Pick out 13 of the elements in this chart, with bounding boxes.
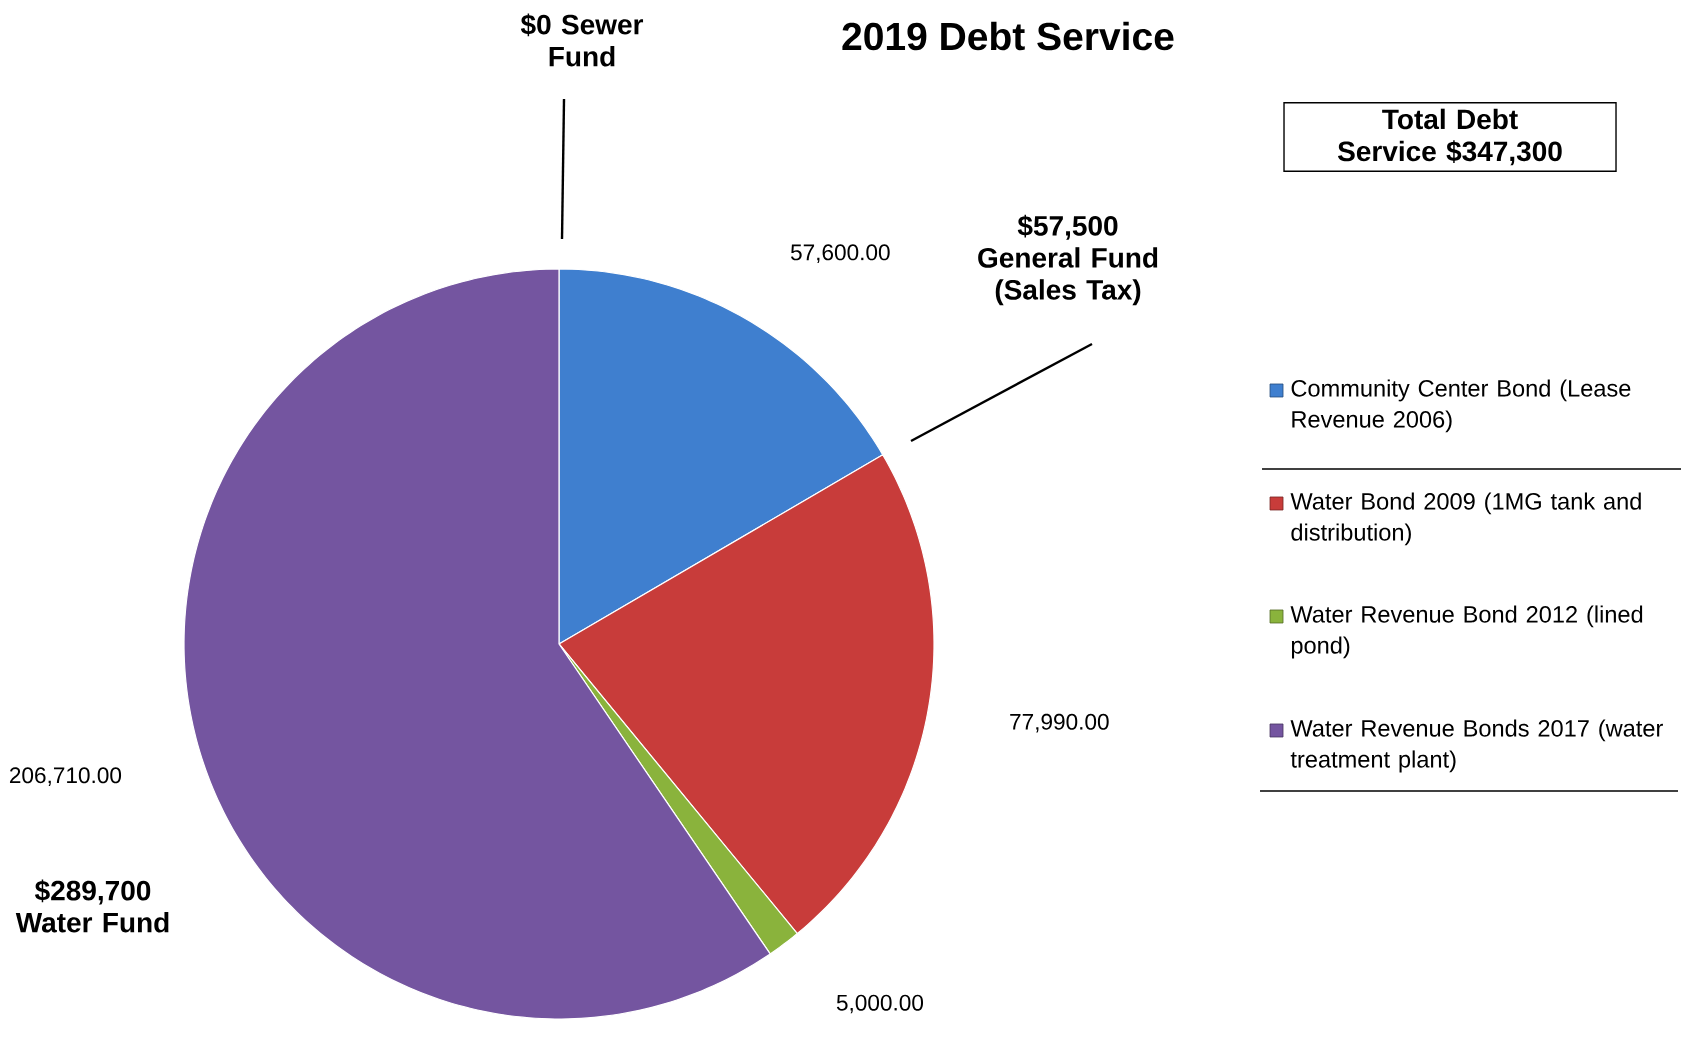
data-label: 57,600.00 — [790, 244, 890, 264]
data-label: 206,710.00 — [9, 767, 122, 786]
text: $0 Sewer Fund — [520, 13, 644, 67]
chart-title: 2019 Debt Service — [842, 21, 1174, 51]
legend-label: Water Revenue Bond 2012 (lined pond) — [1290, 605, 1643, 659]
legend-label: Water Bond 2009 (1MG tank and distribution) — [1290, 492, 1641, 546]
text: Total Debt Service $347,300 — [1337, 108, 1562, 166]
data-label: 5,000.00 — [836, 994, 924, 1014]
legend-label: Community Center Bond (Lease Revenue 2006) — [1291, 379, 1631, 433]
legend-label: Water Revenue Bonds 2017 (water treatment plant) — [1290, 719, 1663, 773]
data-label: 77,990.00 — [1010, 713, 1109, 733]
text: $57,500 General Fund (Sales Tax) — [978, 214, 1158, 306]
text: $289,700 Water Fund — [15, 879, 169, 933]
